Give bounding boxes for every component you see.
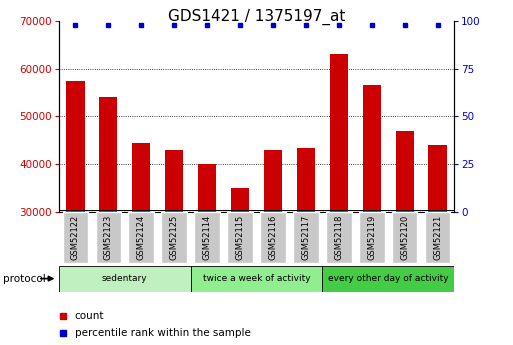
Bar [326,211,351,263]
Bar [227,211,253,263]
Text: GSM52124: GSM52124 [137,215,146,260]
Text: GSM52118: GSM52118 [334,215,343,260]
Bar [297,148,315,212]
Bar [198,164,216,212]
Bar [128,211,154,263]
Text: GSM52115: GSM52115 [235,215,245,260]
Text: GSM52114: GSM52114 [203,215,212,260]
Bar [428,145,447,212]
Text: GSM52120: GSM52120 [400,215,409,260]
Text: count: count [75,311,104,321]
Bar [264,150,282,212]
Bar [425,211,450,263]
Bar [322,266,454,292]
Text: every other day of activity: every other day of activity [328,274,448,283]
Bar [231,188,249,212]
Text: sedentary: sedentary [102,274,148,283]
Bar [194,211,220,263]
Text: percentile rank within the sample: percentile rank within the sample [75,328,251,338]
Bar [330,54,348,212]
Bar [132,143,150,212]
Bar [191,266,322,292]
Bar [359,211,385,263]
Bar [95,211,121,263]
Bar [162,211,187,263]
Bar [63,211,88,263]
Text: GSM52123: GSM52123 [104,215,113,260]
Text: GSM52125: GSM52125 [170,215,179,260]
Bar [66,80,85,212]
Bar [293,211,319,263]
Bar [392,211,418,263]
Bar [59,266,191,292]
Bar [260,211,286,263]
Text: GSM52121: GSM52121 [433,215,442,260]
Text: twice a week of activity: twice a week of activity [203,274,310,283]
Text: GSM52119: GSM52119 [367,215,376,260]
Text: GDS1421 / 1375197_at: GDS1421 / 1375197_at [168,9,345,25]
Text: GSM52116: GSM52116 [268,215,278,260]
Bar [363,85,381,212]
Bar [396,131,413,212]
Bar [100,97,117,212]
Text: protocol: protocol [3,274,45,284]
Bar [165,150,183,212]
Text: GSM52122: GSM52122 [71,215,80,260]
Text: GSM52117: GSM52117 [301,215,310,260]
